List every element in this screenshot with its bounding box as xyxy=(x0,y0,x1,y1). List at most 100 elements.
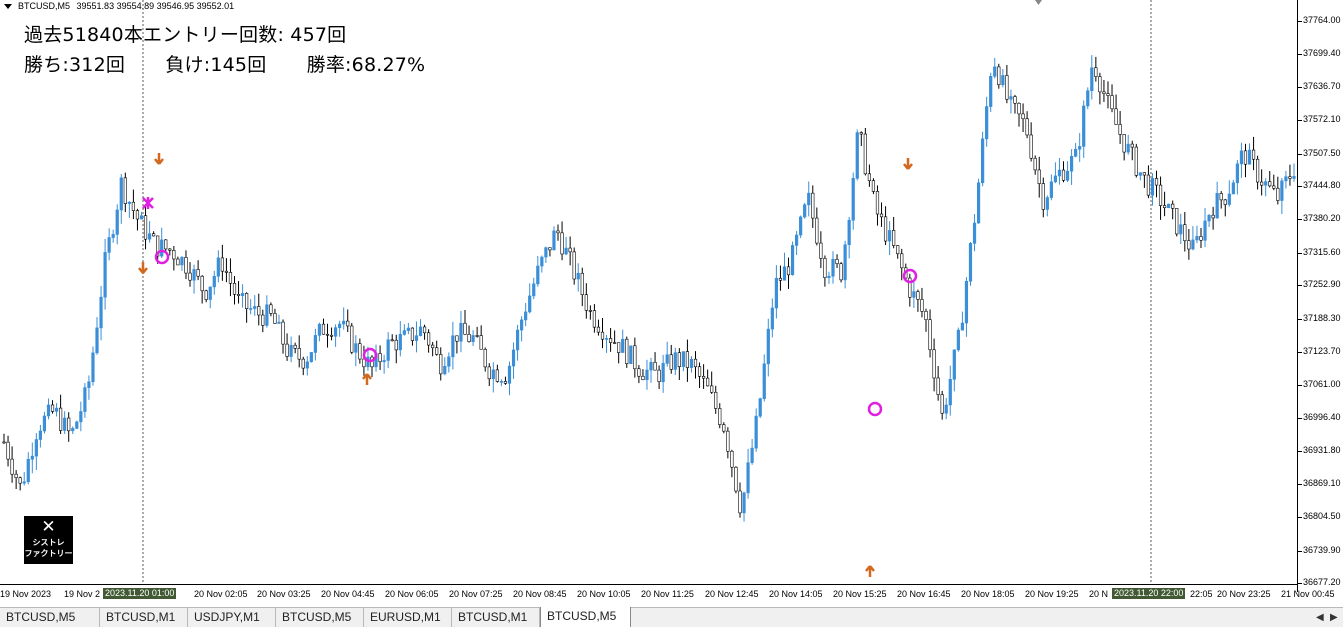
y-axis-label: 37315.60 xyxy=(1303,246,1341,257)
y-axis-label: 37699.40 xyxy=(1303,48,1341,59)
bull-candle xyxy=(960,322,965,331)
bear-candle xyxy=(1256,158,1260,183)
bear-candle xyxy=(131,201,136,211)
bear-candle xyxy=(706,377,710,387)
bear-candle xyxy=(1243,150,1248,165)
bull-candle xyxy=(952,349,956,380)
bear-candle xyxy=(1029,134,1033,159)
exit-circle-marker xyxy=(867,401,883,417)
chart-symbol: BTCUSD,M5 xyxy=(18,1,71,11)
chart-tab[interactable]: BTCUSD,M1 xyxy=(452,608,540,627)
chart-ohlc: 39551.83 39554.89 39546.95 39552.01 xyxy=(76,1,235,11)
bull-candle xyxy=(1235,163,1239,184)
bear-candle xyxy=(1142,172,1146,176)
bear-candle xyxy=(6,441,10,460)
bear-candle xyxy=(633,345,637,370)
y-axis-label: 36677.20 xyxy=(1303,577,1341,587)
chart-tab[interactable]: EURUSD,M1 xyxy=(364,608,452,627)
bear-candle xyxy=(1033,157,1037,171)
bear-candle xyxy=(710,385,714,393)
y-axis-label: 37380.20 xyxy=(1303,213,1341,224)
bear-candle xyxy=(487,366,491,380)
bear-candle xyxy=(900,253,904,269)
bear-candle xyxy=(892,230,896,246)
bull-candle xyxy=(956,329,960,351)
y-axis-label: 36996.40 xyxy=(1303,411,1341,422)
bear-candle xyxy=(1276,187,1280,201)
tab-scroll-right-icon[interactable]: ▶ xyxy=(1330,612,1338,623)
y-axis-label: 37636.70 xyxy=(1303,80,1341,91)
y-axis-tick xyxy=(1298,517,1302,519)
chart-tab[interactable]: BTCUSD,M1 xyxy=(100,608,188,627)
chart-menu-icon[interactable] xyxy=(4,4,12,9)
y-axis-tick xyxy=(1298,550,1302,552)
tab-scroll-left-icon[interactable]: ◀ xyxy=(1316,612,1324,623)
bull-candle xyxy=(1001,75,1005,86)
bear-candle xyxy=(10,458,14,475)
bull-candle xyxy=(103,252,107,298)
bull-candle xyxy=(985,106,989,140)
bear-candle xyxy=(875,191,880,215)
price-axis[interactable]: 37764.00 37699.40 37636.70 37572.10 37507.50… xyxy=(1297,0,1343,592)
bear-candle xyxy=(778,277,783,281)
x-axis-label: 20 Nov 19:25 xyxy=(1025,589,1079,599)
sell-arrow-icon xyxy=(903,158,913,170)
chart-area[interactable]: BTCUSD,M5 39551.83 39554.89 39546.95 395… xyxy=(0,0,1343,607)
bear-candle xyxy=(641,375,645,381)
bull-candle xyxy=(1239,150,1244,165)
chart-tab[interactable]: BTCUSD,M5 xyxy=(540,607,631,627)
bull-candle xyxy=(1191,239,1195,250)
bear-candle xyxy=(560,232,564,255)
bear-candle xyxy=(273,313,277,324)
bull-candle xyxy=(981,138,985,184)
bull-candle xyxy=(629,345,633,364)
time-axis[interactable]: 19 Nov 2023 19 Nov 2 20 Nov 02:05 20 Nov 03… xyxy=(0,584,1335,607)
bear-candle xyxy=(908,277,912,298)
sell-arrow-icon xyxy=(154,153,164,165)
bull-candle xyxy=(661,363,665,383)
bear-candle xyxy=(50,404,55,412)
bear-candle xyxy=(196,269,200,277)
shift-marker-icon[interactable] xyxy=(1035,0,1042,5)
bull-candle xyxy=(754,415,758,449)
bear-candle xyxy=(257,306,261,316)
y-axis-tick xyxy=(1298,21,1302,22)
bull-candle xyxy=(689,358,694,368)
bull-candle xyxy=(386,339,390,361)
bull-candle xyxy=(160,239,164,257)
bull-candle xyxy=(524,311,528,321)
bear-candle xyxy=(325,333,330,336)
bull-candle xyxy=(536,265,540,285)
entry-cross-marker xyxy=(142,197,154,209)
y-axis-label: 36804.50 xyxy=(1303,511,1341,522)
bear-candle xyxy=(1171,203,1175,209)
bull-candle xyxy=(46,404,51,417)
chart-tab[interactable]: BTCUSD,M5 xyxy=(0,608,100,627)
x-axis-label: 20 Nov 23:25 xyxy=(1217,589,1271,599)
chart-tab[interactable]: BTCUSD,M5 xyxy=(276,608,364,627)
bear-candle xyxy=(823,258,827,278)
chart-tab[interactable]: USDJPY,M1 xyxy=(188,608,276,627)
bull-candle xyxy=(91,352,95,383)
bull-candle xyxy=(673,352,677,370)
bear-candle xyxy=(920,299,924,312)
bear-candle xyxy=(924,310,928,320)
buy-arrow-icon xyxy=(362,373,372,385)
bear-candle xyxy=(1102,91,1106,94)
y-axis-tick xyxy=(1298,417,1302,419)
bear-candle xyxy=(67,417,71,432)
bear-candle xyxy=(936,377,940,395)
bull-candle xyxy=(803,204,807,218)
bear-candle xyxy=(608,338,613,343)
x-axis-label: 20 Nov 07:25 xyxy=(449,589,503,599)
bull-candle xyxy=(528,295,532,313)
bear-candle xyxy=(232,283,237,295)
bull-candle xyxy=(544,247,548,258)
bear-candle xyxy=(859,132,863,135)
price-chart[interactable] xyxy=(0,0,1343,607)
bear-candle xyxy=(1013,96,1017,104)
tools-icon: ✕ xyxy=(41,517,56,536)
bear-candle xyxy=(718,408,722,425)
bear-candle xyxy=(1175,208,1179,235)
bull-candle xyxy=(471,335,475,342)
